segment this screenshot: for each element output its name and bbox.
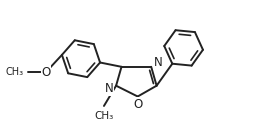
Text: O: O bbox=[41, 66, 50, 79]
Text: N: N bbox=[105, 82, 114, 95]
Text: O: O bbox=[133, 98, 142, 111]
Text: CH₃: CH₃ bbox=[6, 67, 24, 77]
Text: N: N bbox=[154, 56, 162, 69]
Text: CH₃: CH₃ bbox=[94, 111, 114, 121]
